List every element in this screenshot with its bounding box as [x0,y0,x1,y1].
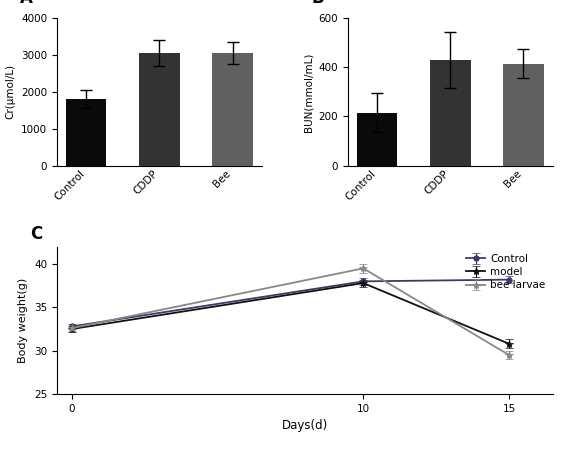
Y-axis label: Body weight(g): Body weight(g) [18,278,29,363]
Text: A: A [20,0,33,7]
Bar [430,60,470,165]
Y-axis label: BUN(mmol/mL): BUN(mmol/mL) [303,52,313,131]
Text: C: C [30,225,42,243]
X-axis label: Days(d): Days(d) [282,419,328,432]
Text: B: B [311,0,324,7]
Bar [140,53,180,165]
Bar [503,63,544,165]
Bar [213,53,253,165]
Bar [66,99,107,165]
Y-axis label: Cr(μmol/L): Cr(μmol/L) [6,64,15,120]
Bar [357,113,397,165]
Legend: Control, model, bee larvae: Control, model, bee larvae [465,252,548,292]
